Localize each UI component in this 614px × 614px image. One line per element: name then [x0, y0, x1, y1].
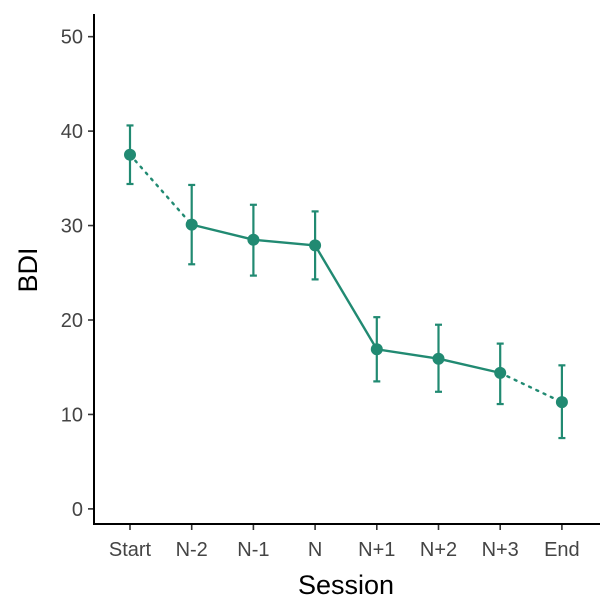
data-point — [370, 343, 383, 356]
x-axis-title: Session — [298, 570, 394, 600]
plot-area — [124, 124, 568, 440]
y-tick-label: 50 — [61, 27, 83, 49]
series-line-segment — [499, 371, 564, 404]
x-tick-label: N-2 — [176, 539, 208, 561]
x-tick-label: N+1 — [358, 539, 395, 561]
y-tick-label: 10 — [61, 404, 83, 426]
x-tick-label: N-1 — [237, 539, 269, 561]
data-point — [494, 366, 507, 379]
data-point — [432, 352, 445, 365]
data-point — [309, 239, 322, 252]
data-point — [185, 218, 198, 231]
y-axis-ticks: 0 10 20 30 40 50 — [61, 27, 94, 521]
series-line-segment — [314, 244, 378, 350]
y-tick-label: 20 — [61, 310, 83, 332]
series-line-segment — [376, 348, 439, 360]
data-point — [247, 233, 260, 246]
series-line-segment — [438, 357, 501, 375]
x-tick-label: N+3 — [482, 539, 519, 561]
x-axis-ticks: Start N-2 N-1 N N+1 N+2 N+3 End — [109, 524, 580, 561]
series-line-segment — [128, 153, 193, 226]
y-tick-label: 0 — [72, 499, 83, 521]
data-point — [555, 396, 568, 409]
y-tick-label: 40 — [61, 121, 83, 143]
y-axis-title: BDI — [13, 247, 43, 292]
data-point — [124, 148, 136, 161]
x-tick-label: N+2 — [420, 539, 457, 561]
x-tick-label: Start — [109, 539, 152, 561]
x-tick-label: N — [308, 539, 322, 561]
x-tick-label: End — [544, 539, 580, 561]
series-line-segment — [191, 223, 254, 241]
y-tick-label: 30 — [61, 216, 83, 238]
series-line-segment — [253, 238, 316, 247]
